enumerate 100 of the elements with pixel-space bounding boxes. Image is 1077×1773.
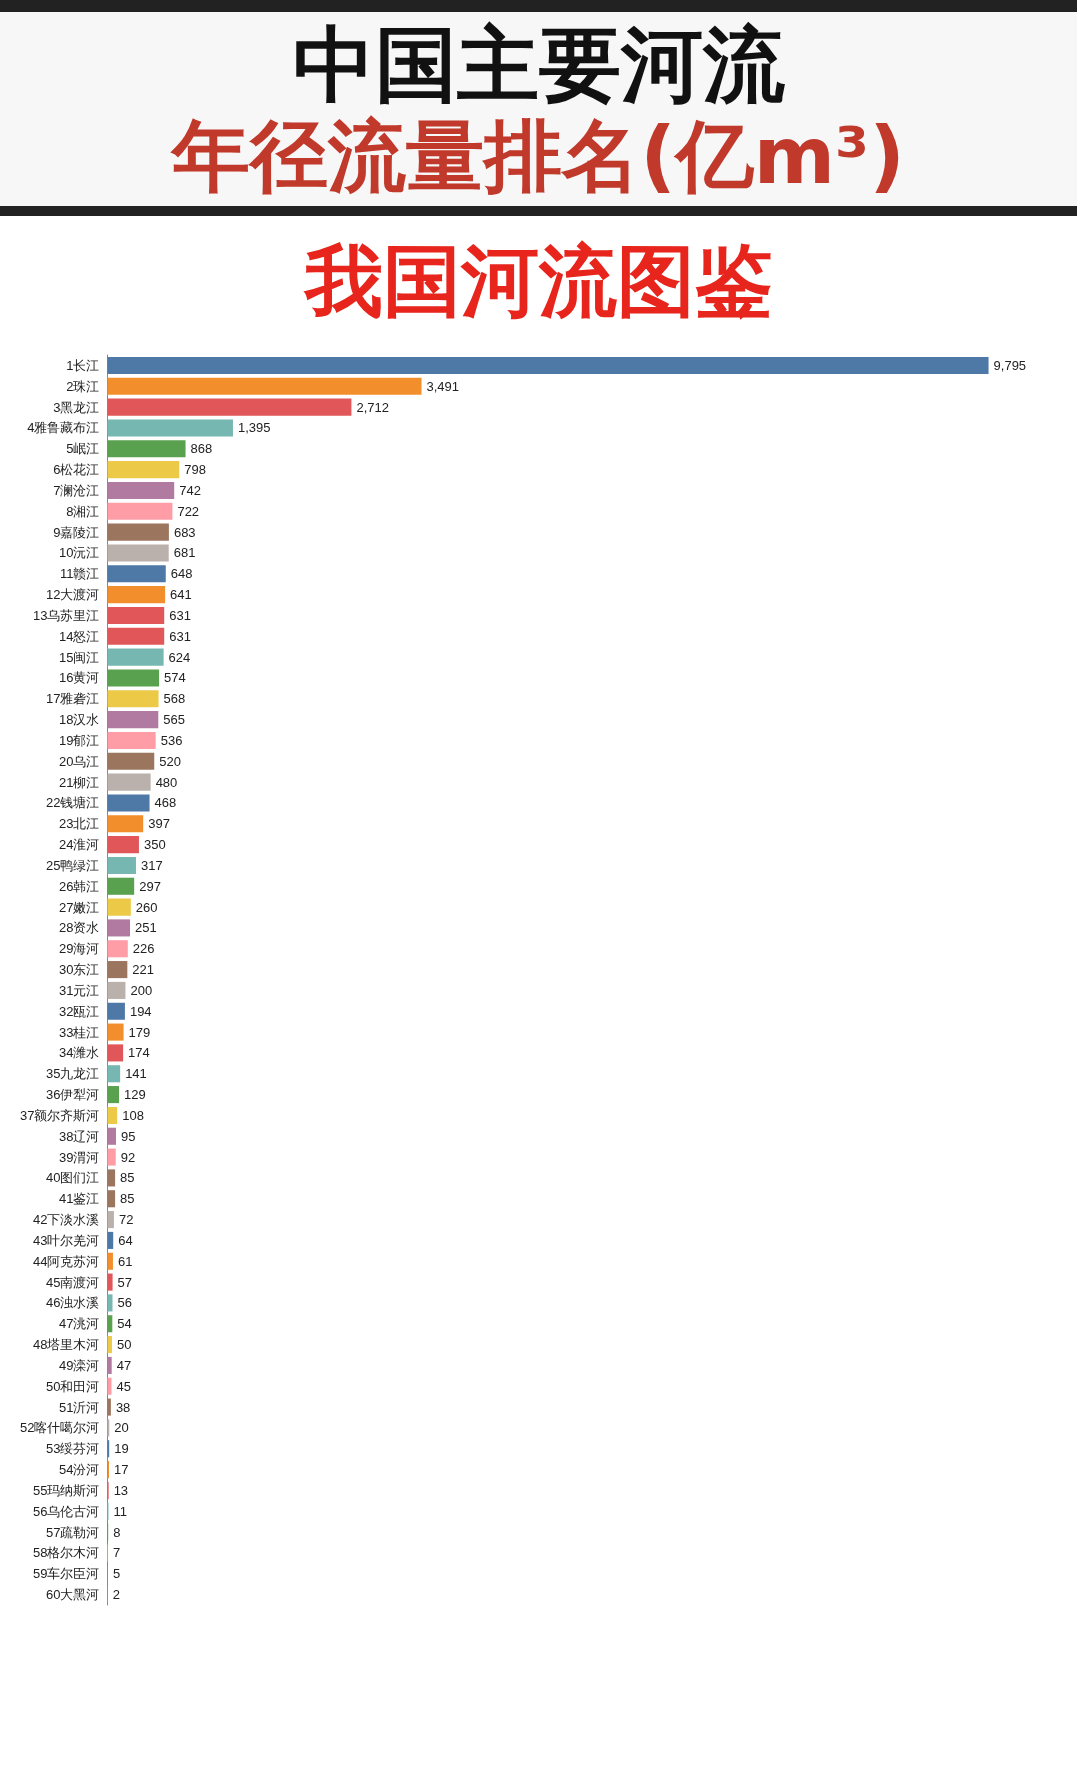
y-tick-label: 32瓯江: [58, 1003, 100, 1019]
data-label: 2: [112, 1587, 120, 1603]
data-label: 174: [128, 1045, 150, 1061]
y-tick-label: 60大黑河: [45, 1587, 100, 1603]
bar: [107, 752, 155, 770]
y-tick-label: 1长江: [66, 357, 100, 373]
bar: [107, 356, 989, 374]
data-label: 11: [113, 1503, 127, 1519]
y-tick-label: 43叶尔羌河: [32, 1232, 100, 1248]
data-label: 8: [113, 1524, 121, 1540]
bar: [107, 794, 150, 812]
data-label: 194: [129, 1003, 152, 1019]
data-label: 2,712: [356, 399, 389, 415]
data-label: 868: [190, 441, 213, 457]
data-label: 568: [163, 691, 186, 707]
y-tick-label: 20乌江: [58, 753, 100, 769]
data-label: 141: [125, 1066, 147, 1082]
data-label: 64: [118, 1232, 133, 1248]
data-label: 317: [140, 857, 163, 873]
y-tick-label: 34潍水: [58, 1045, 100, 1061]
y-tick-label: 11赣江: [59, 566, 100, 582]
data-label: 57: [117, 1274, 133, 1290]
bar: [107, 1211, 114, 1229]
data-label: 5: [112, 1566, 121, 1582]
bar: [107, 981, 126, 999]
data-label: 20: [114, 1420, 129, 1436]
y-tick-label: 55玛纳斯河: [32, 1482, 100, 1498]
bar: [107, 1315, 113, 1333]
y-tick-label: 37额尔齐斯河: [19, 1107, 100, 1123]
bar: [107, 1169, 116, 1187]
data-label: 681: [173, 545, 196, 561]
y-tick-label: 59车尔臣河: [32, 1566, 100, 1582]
y-tick-label: 16黄河: [58, 670, 100, 686]
data-label: 251: [135, 920, 157, 936]
y-tick-label: 30东江: [58, 962, 100, 978]
y-tick-label: 7澜沧江: [53, 482, 100, 498]
y-tick-label: 27嫩江: [58, 899, 100, 915]
data-label: 45: [116, 1378, 131, 1394]
y-tick-label: 8湘江: [66, 503, 100, 519]
data-label: 536: [160, 732, 183, 748]
bar: [107, 1231, 114, 1249]
y-tick-label: 47洮河: [58, 1316, 100, 1332]
data-label: 350: [143, 837, 166, 853]
bar: [107, 377, 422, 395]
bar: [107, 1273, 113, 1291]
data-label: 798: [184, 462, 206, 478]
bar: [107, 1086, 120, 1104]
y-tick-label: 2珠江: [66, 378, 100, 394]
y-tick-label: 10沅江: [58, 545, 100, 561]
data-label: 260: [135, 899, 158, 915]
data-label: 108: [122, 1107, 144, 1123]
data-label: 85: [120, 1170, 135, 1186]
data-label: 61: [117, 1253, 133, 1269]
y-tick-label: 14怒江: [58, 628, 100, 644]
bar: [107, 1336, 112, 1354]
data-label: 1,395: [237, 420, 271, 436]
y-tick-label: 18汉水: [58, 712, 100, 728]
bar: [107, 544, 169, 562]
y-tick-label: 29海河: [58, 941, 100, 957]
bar: [107, 627, 165, 645]
bar: [107, 731, 156, 749]
y-tick-label: 46浊水溪: [45, 1295, 100, 1311]
bar: [107, 856, 136, 874]
y-tick-label: 49滦河: [58, 1357, 100, 1373]
data-label: 85: [120, 1191, 135, 1207]
data-label: 13: [113, 1482, 129, 1498]
data-label: 50: [116, 1337, 132, 1353]
data-label: 200: [130, 982, 153, 998]
bar: [107, 1044, 124, 1062]
bar: [107, 940, 128, 958]
bar: [107, 690, 159, 708]
y-tick-label: 12大渡河: [45, 587, 100, 603]
y-tick-label: 38辽河: [58, 1128, 100, 1144]
y-tick-label: 24淮河: [58, 837, 100, 853]
y-tick-label: 3黑龙江: [53, 399, 100, 415]
bar: [107, 1065, 121, 1083]
data-label: 7: [113, 1545, 121, 1561]
data-label: 648: [170, 566, 193, 582]
data-label: 520: [159, 753, 181, 769]
bar: [107, 773, 151, 791]
data-label: 480: [155, 774, 178, 790]
y-tick-label: 21柳江: [58, 774, 100, 790]
bar: [107, 1002, 125, 1020]
y-tick-label: 52喀什噶尔河: [19, 1420, 100, 1436]
bar: [107, 1148, 116, 1166]
data-label: 179: [128, 1024, 151, 1040]
bar: [107, 398, 352, 416]
y-tick-label: 26韩江: [58, 878, 100, 894]
data-label: 641: [170, 587, 192, 603]
y-tick-label: 17雅砻江: [45, 691, 100, 707]
chart-title: 中国主要河流: [291, 17, 786, 113]
data-label: 72: [118, 1212, 134, 1228]
y-tick-label: 22钱塘江: [45, 795, 100, 811]
data-label: 19: [114, 1441, 129, 1457]
y-tick-label: 41鉴江: [58, 1191, 100, 1207]
bar: [107, 523, 169, 541]
data-label: 56: [117, 1295, 132, 1311]
data-label: 226: [132, 941, 155, 957]
y-tick-label: 36伊犁河: [45, 1087, 100, 1103]
y-tick-label: 44阿克苏河: [32, 1253, 100, 1269]
